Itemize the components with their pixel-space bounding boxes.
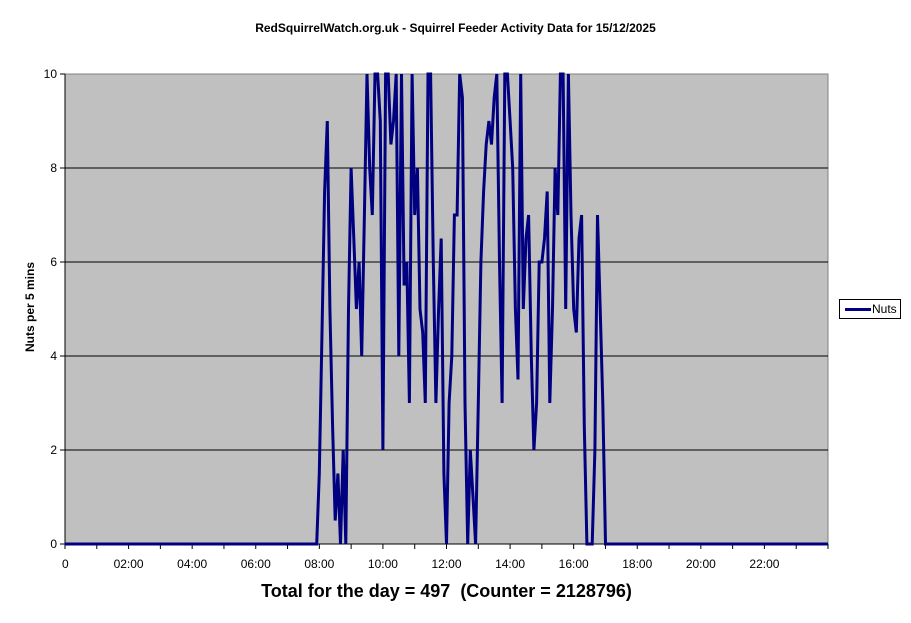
y-tick-label: 2: [50, 443, 57, 457]
series-line-nuts: [65, 72, 828, 546]
x-tick-label: 06:00: [241, 557, 271, 571]
legend-line-icon: [845, 308, 871, 311]
chart-title: RedSquirrelWatch.org.uk - Squirrel Feede…: [255, 21, 656, 35]
x-tick-label: 04:00: [177, 557, 207, 571]
x-tick-label: 02:00: [114, 557, 144, 571]
x-tick-label: 22:00: [749, 557, 779, 571]
x-tick-label: 16:00: [559, 557, 589, 571]
y-tick-label: 6: [50, 255, 57, 269]
x-tick-label: 0: [62, 557, 69, 571]
y-tick-label: 4: [50, 349, 57, 363]
legend: Nuts: [839, 299, 901, 319]
x-tick-label: 18:00: [622, 557, 652, 571]
x-tick-label: 14:00: [495, 557, 525, 571]
daily-total-text: Total for the day = 497 (Counter = 21287…: [261, 581, 632, 601]
x-tick-label: 10:00: [368, 557, 398, 571]
x-tick-label: 08:00: [304, 557, 334, 571]
x-tick-label: 12:00: [431, 557, 461, 571]
x-tick-label: 20:00: [686, 557, 716, 571]
y-tick-label: 10: [44, 67, 58, 81]
legend-label: Nuts: [872, 302, 897, 316]
y-tick-label: 0: [50, 537, 57, 551]
y-tick-label: 8: [50, 161, 57, 175]
